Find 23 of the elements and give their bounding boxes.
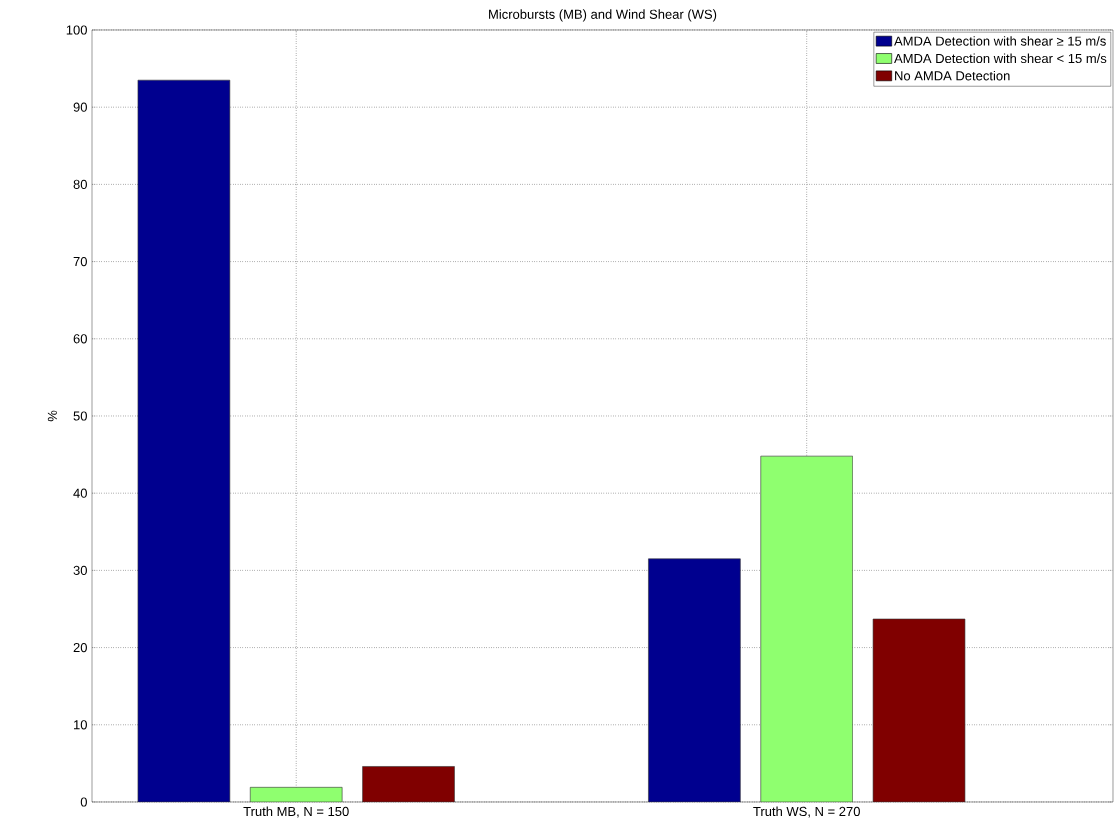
y-tick-label: 30 (73, 565, 87, 575)
y-tick-label: 80 (73, 179, 87, 189)
y-tick-label: 100 (66, 25, 87, 35)
chart-title: Microbursts (MB) and Wind Shear (WS) (489, 9, 717, 22)
bar (648, 558, 741, 802)
y-axis-title: % (47, 410, 57, 422)
bar (760, 455, 853, 802)
y-tick-label: 50 (73, 411, 87, 421)
x-tick-label: Truth MB, N = 150 (243, 806, 349, 818)
legend-label: No AMDA Detection (895, 70, 1010, 81)
x-tick-label: Truth WS, N = 270 (753, 806, 860, 818)
y-tick-label: 0 (80, 797, 87, 807)
y-tick-label: 70 (73, 256, 87, 267)
bar (872, 618, 966, 802)
y-tick-label: 90 (73, 102, 87, 112)
y-tick-label: 40 (73, 488, 87, 498)
legend-label: AMDA Detection with shear < 15 m/s (894, 53, 1107, 64)
y-tick-label: 20 (73, 642, 87, 653)
bar (362, 766, 455, 802)
y-tick-label: 60 (73, 334, 87, 344)
y-tick-label: 10 (74, 720, 87, 730)
legend-label: AMDA Detection with shear ≥ 15 m/s (894, 36, 1106, 46)
bar (137, 79, 231, 802)
